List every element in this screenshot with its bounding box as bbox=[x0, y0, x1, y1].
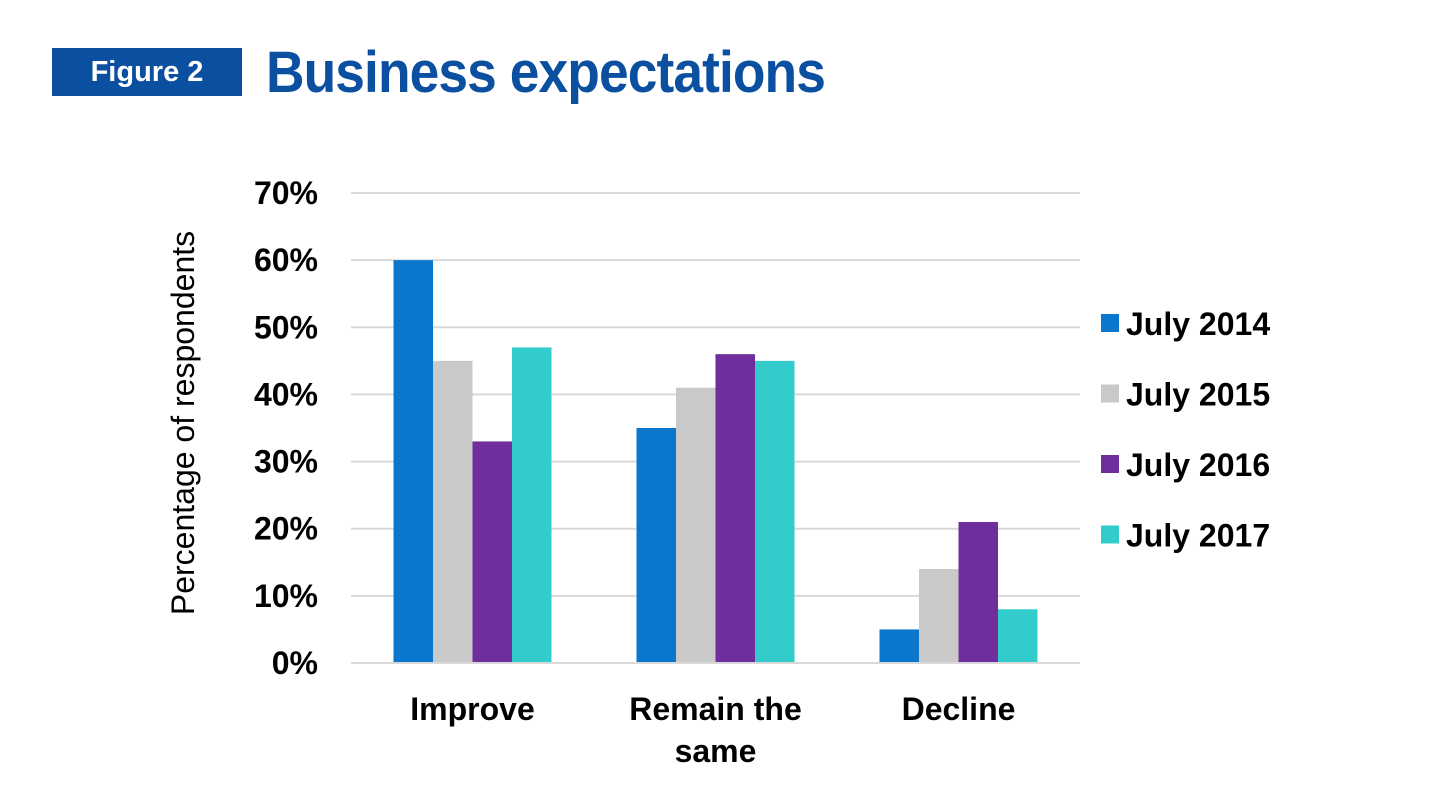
bar bbox=[433, 360, 473, 663]
figure-header: Figure 2 Business expectations bbox=[52, 39, 874, 105]
bar bbox=[636, 428, 676, 663]
figure-title: Business expectations bbox=[266, 39, 826, 105]
bar bbox=[512, 347, 552, 663]
bar bbox=[472, 441, 512, 663]
bar bbox=[879, 629, 919, 663]
legend-label: July 2015 bbox=[1126, 377, 1270, 413]
bar bbox=[715, 354, 755, 663]
legend-swatch bbox=[1101, 525, 1119, 544]
x-category-label: same bbox=[675, 733, 757, 769]
legend-label: July 2016 bbox=[1126, 447, 1270, 483]
x-category-label: Remain the bbox=[629, 691, 801, 727]
legend-label: July 2017 bbox=[1126, 518, 1270, 554]
y-tick-label: 70% bbox=[254, 175, 318, 211]
figure-badge: Figure 2 bbox=[52, 48, 242, 96]
y-tick-label: 50% bbox=[254, 309, 318, 345]
bar bbox=[676, 387, 716, 663]
legend-swatch bbox=[1101, 384, 1119, 403]
x-category-label: Improve bbox=[410, 691, 534, 727]
y-tick-label: 0% bbox=[272, 645, 318, 681]
bar bbox=[958, 522, 998, 663]
bar bbox=[393, 260, 433, 663]
y-tick-label: 10% bbox=[254, 578, 318, 614]
y-tick-label: 20% bbox=[254, 511, 318, 547]
y-tick-label: 60% bbox=[254, 242, 318, 278]
legend-label: July 2014 bbox=[1126, 306, 1270, 342]
y-tick-label: 40% bbox=[254, 376, 318, 412]
x-category-label: Decline bbox=[902, 691, 1016, 727]
bar bbox=[919, 569, 959, 663]
bar bbox=[998, 609, 1038, 663]
legend-swatch bbox=[1101, 455, 1119, 473]
y-axis-title: Percentage of respondents bbox=[165, 231, 201, 615]
legend-swatch bbox=[1101, 314, 1119, 332]
bar bbox=[755, 360, 795, 663]
y-tick-label: 30% bbox=[254, 444, 318, 480]
